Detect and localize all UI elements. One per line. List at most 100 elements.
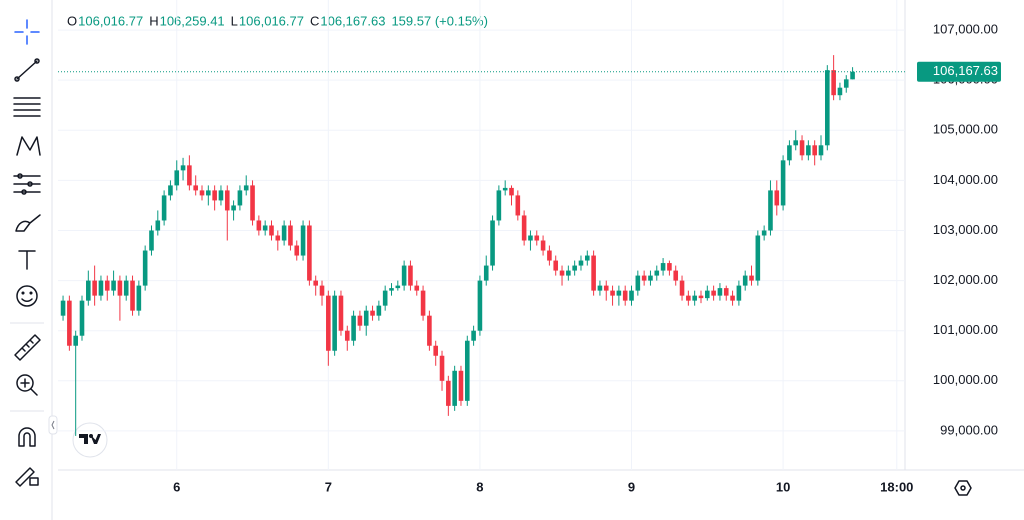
candle-body	[818, 145, 824, 156]
candle-body	[79, 300, 85, 336]
fib-tool[interactable]	[13, 97, 41, 117]
candle-body	[136, 285, 142, 311]
y-tick-label: 102,000.00	[933, 272, 998, 287]
candle-body	[742, 275, 748, 286]
candle-body	[193, 185, 198, 191]
candle-body	[326, 295, 331, 351]
pattern-tool[interactable]	[16, 136, 41, 156]
candle-body	[389, 288, 394, 291]
candle-body	[635, 275, 641, 291]
toolbar	[10, 19, 58, 487]
candle-body	[376, 305, 382, 316]
candle-body	[187, 165, 192, 186]
candle-body	[446, 380, 451, 406]
candle-body	[344, 330, 350, 341]
candle-body	[92, 280, 97, 296]
candle-body	[433, 345, 439, 356]
candle-body	[717, 288, 723, 296]
candle-body	[723, 288, 729, 296]
zoom-tool[interactable]	[16, 374, 38, 396]
candle-body	[471, 330, 476, 341]
ohlc-value: 106,016.77	[78, 13, 143, 28]
collapse-toolbar[interactable]	[48, 415, 58, 435]
candle-body	[730, 295, 735, 301]
candle-body	[787, 145, 792, 161]
candle-body	[111, 280, 116, 291]
candle-body	[591, 255, 596, 291]
settings-button[interactable]	[954, 480, 972, 496]
ohlc-value: 106,259.41	[160, 13, 225, 28]
candle-body	[616, 290, 622, 296]
candle-body	[566, 270, 571, 276]
candle-body	[243, 185, 249, 191]
magnet-tool[interactable]	[18, 427, 36, 447]
plot-area	[58, 0, 905, 470]
tradingview-logo[interactable]	[72, 422, 108, 458]
ruler-tool[interactable]	[14, 334, 41, 361]
candle-body	[256, 220, 262, 231]
candle-body	[768, 190, 773, 231]
ohlc-label: O	[67, 13, 77, 28]
candle-body	[509, 187, 514, 196]
candle-body	[806, 145, 811, 156]
candle-body	[597, 285, 603, 291]
trend-line-tool[interactable]	[14, 58, 40, 82]
candle-body	[370, 310, 375, 316]
candle-body	[408, 265, 413, 286]
candle-body	[401, 265, 407, 286]
candle-body	[477, 280, 483, 331]
y-tick-label: 100,000.00	[933, 372, 998, 387]
candle-body	[319, 285, 325, 296]
candle-body	[641, 275, 647, 281]
candle-body	[572, 265, 577, 271]
brush-tool[interactable]	[15, 214, 41, 232]
crosshair-tool[interactable]	[14, 19, 40, 45]
emoji-tool[interactable]	[16, 285, 38, 307]
candle-body	[559, 270, 565, 276]
candle-body	[206, 190, 211, 196]
candle-body	[357, 315, 363, 326]
y-tick-label: 99,000.00	[940, 422, 998, 437]
candle-body	[584, 255, 590, 261]
candle-body	[224, 190, 230, 211]
candle-body	[218, 190, 224, 201]
candle-body	[332, 295, 337, 351]
candle-body	[654, 270, 660, 276]
candle-body	[168, 185, 173, 196]
candle-body	[603, 285, 609, 291]
candle-body	[578, 260, 584, 266]
candle-body	[502, 187, 508, 191]
text-tool[interactable]	[18, 250, 36, 270]
candle-body	[521, 215, 527, 241]
candle-body	[269, 225, 274, 236]
candle-body	[780, 160, 786, 206]
candle-body	[300, 225, 306, 256]
candle-body	[382, 290, 388, 306]
ohlc-label: L	[231, 13, 238, 28]
candle-body	[673, 270, 679, 281]
candle-body	[629, 290, 634, 301]
candle-body	[288, 225, 293, 246]
y-tick-label: 101,000.00	[933, 322, 998, 337]
candle-body	[761, 230, 767, 236]
candle-body	[692, 295, 697, 301]
last-price-label: 106,167.63	[933, 63, 998, 78]
candle-body	[622, 290, 628, 301]
candle-body	[528, 235, 533, 241]
candle-body	[275, 235, 281, 241]
candle-body	[180, 165, 186, 171]
candle-body	[130, 280, 135, 311]
candle-body	[98, 280, 104, 296]
prediction-tool[interactable]	[13, 173, 41, 195]
candle-body	[686, 295, 691, 301]
candle-body	[427, 315, 432, 346]
candle-body	[123, 280, 129, 296]
candle-body	[547, 250, 552, 261]
candle-body	[117, 280, 123, 296]
x-tick-label: 8	[476, 479, 483, 494]
candle-body	[812, 145, 817, 156]
lock-tool[interactable]	[15, 467, 39, 487]
candle-body	[553, 260, 559, 271]
candle-body	[464, 340, 470, 401]
